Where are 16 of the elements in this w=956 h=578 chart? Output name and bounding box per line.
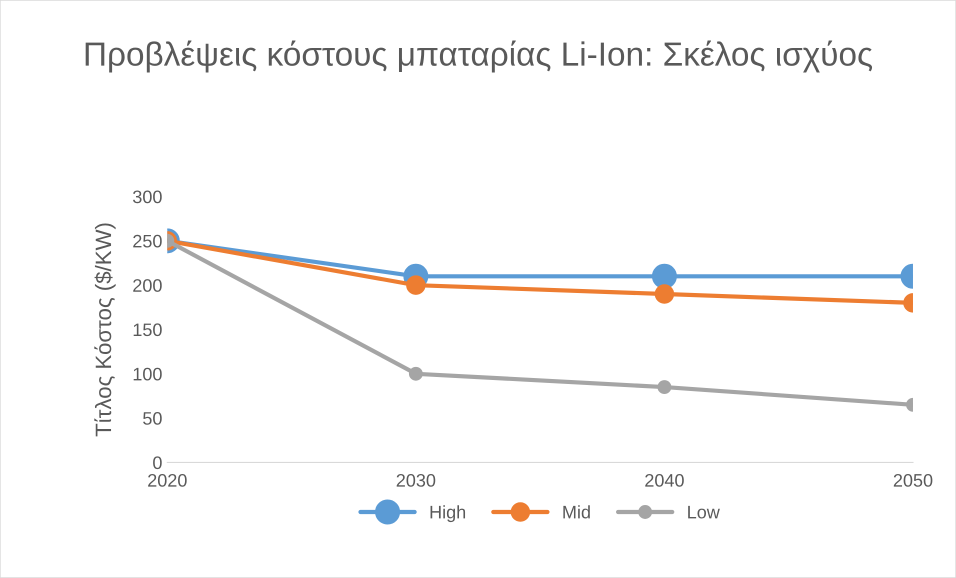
legend-label: High — [430, 505, 466, 522]
x-tick-label: 2040 — [645, 474, 684, 487]
chart-title: Προβλέψεις κόστους μπαταρίας Li-Ion: Σκέλος ισχύος — [86, 40, 872, 72]
x-tick-label: 2050 — [894, 474, 932, 487]
x-tick-label: 2020 — [148, 474, 187, 487]
y-tick-label: 250 — [133, 234, 162, 248]
y-tick-label: 100 — [134, 368, 162, 380]
y-tick-label: 150 — [134, 323, 162, 336]
y-tick-label: 0 — [153, 456, 162, 470]
legend-label: Low — [688, 506, 720, 518]
y-tick-label: 50 — [143, 412, 162, 425]
legend-label: Mid — [563, 505, 590, 518]
y-tick-label: 300 — [133, 190, 162, 204]
y-tick-label: 200 — [133, 279, 162, 292]
y-axis-title: Τίτλος Κόστος ($/KW) — [94, 223, 116, 436]
x-tick-label: 2030 — [396, 474, 436, 487]
